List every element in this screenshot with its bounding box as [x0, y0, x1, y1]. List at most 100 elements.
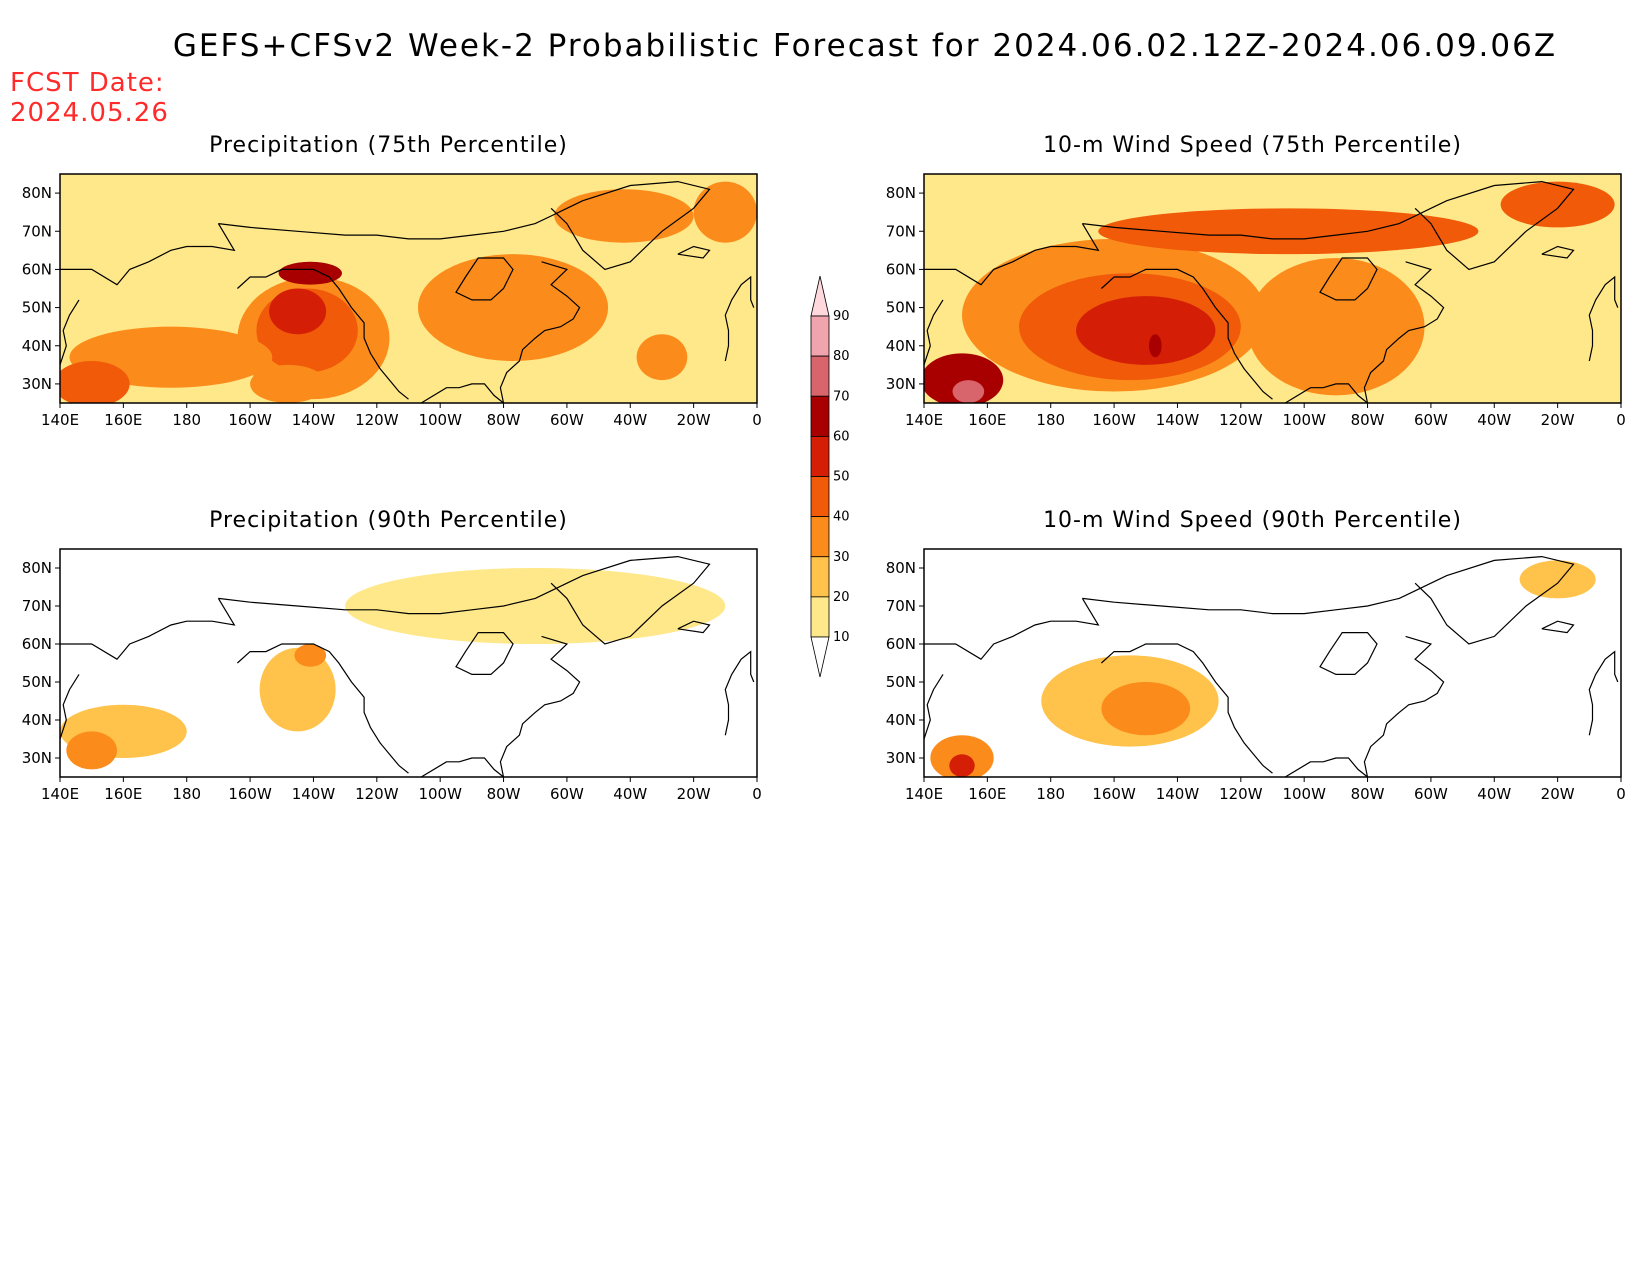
probability-region	[1500, 181, 1615, 228]
probability-region	[345, 568, 726, 644]
x-tick-label: 80W	[487, 785, 521, 803]
probability-region	[554, 189, 694, 243]
probability-region	[259, 647, 336, 732]
x-tick-label: 160E	[968, 411, 1006, 429]
colorbar-label: 90	[833, 309, 850, 324]
x-tick-label: 100W	[1282, 411, 1326, 429]
y-tick-label: 30N	[22, 375, 52, 393]
colorbar: 10 20 30 40 50 60 70 80 90	[810, 275, 850, 678]
coastline	[60, 674, 80, 740]
colorbar-label: 70	[833, 389, 850, 404]
coastline	[218, 180, 711, 271]
coastline	[1363, 635, 1445, 777]
probability-region	[1247, 257, 1425, 396]
colorbar-box	[810, 315, 830, 357]
panel-title: 10-m Wind Speed (90th Percentile)	[1043, 508, 1462, 533]
coastline	[420, 383, 504, 403]
y-tick-label: 30N	[886, 375, 916, 393]
coastline	[724, 650, 755, 736]
coastline	[924, 299, 944, 365]
colorbar-label: 40	[833, 510, 850, 525]
colorbar-box	[810, 435, 830, 477]
coastline	[924, 223, 1100, 286]
coastline	[1541, 245, 1575, 259]
x-tick-label: 120W	[355, 785, 399, 803]
x-tick-label: 20W	[677, 411, 711, 429]
coastline	[1319, 257, 1378, 301]
coastline	[236, 268, 409, 400]
coastline	[724, 275, 755, 362]
coastline	[1588, 650, 1619, 736]
y-tick-label: 40N	[22, 337, 52, 355]
map-frame	[59, 548, 758, 778]
x-tick-label: 140E	[905, 785, 943, 803]
probability-region	[952, 380, 985, 403]
forecast-date-value: 2024.05.26	[10, 98, 169, 128]
probability-region	[418, 254, 609, 362]
coastline	[1319, 632, 1378, 675]
colorbar-box	[810, 395, 830, 437]
y-tick-label: 60N	[22, 260, 52, 278]
probability-region	[1098, 208, 1479, 255]
probability-region	[693, 181, 757, 243]
y-tick-label: 40N	[22, 711, 52, 729]
x-tick-label: 60W	[550, 411, 584, 429]
x-tick-label: 120W	[1219, 785, 1263, 803]
x-tick-label: 120W	[1219, 411, 1263, 429]
x-tick-label: 60W	[550, 785, 584, 803]
probability-region	[1076, 296, 1216, 365]
coastline	[455, 632, 514, 675]
panel-title: Precipitation (90th Percentile)	[209, 508, 568, 533]
x-tick-label: 80W	[1351, 411, 1385, 429]
coastline	[1082, 180, 1575, 271]
y-tick-label: 60N	[886, 260, 916, 278]
map-frame	[923, 548, 1622, 778]
x-tick-label: 0	[752, 785, 762, 803]
colorbar-box	[810, 476, 830, 518]
colorbar-box	[810, 355, 830, 397]
probability-region	[60, 361, 130, 403]
probability-region	[1148, 334, 1162, 358]
x-tick-label: 160E	[104, 411, 142, 429]
coastline	[677, 245, 711, 259]
coastline	[218, 555, 711, 645]
x-tick-label: 140W	[292, 785, 336, 803]
coastline	[455, 257, 514, 301]
coastline	[1284, 383, 1368, 403]
coastline	[420, 757, 504, 777]
panel-title: Precipitation (75th Percentile)	[209, 133, 568, 158]
x-tick-label: 180	[1036, 411, 1065, 429]
coastline	[1588, 275, 1619, 362]
coastline	[924, 598, 1100, 660]
probability-region	[278, 261, 342, 285]
colorbar-label: 10	[833, 630, 850, 645]
x-tick-label: 140E	[905, 411, 943, 429]
probability-region	[949, 754, 975, 777]
x-tick-label: 100W	[418, 411, 462, 429]
y-tick-label: 50N	[22, 673, 52, 691]
colorbar-label: 80	[833, 349, 850, 364]
panel-title: 10-m Wind Speed (75th Percentile)	[1043, 133, 1462, 158]
coastline	[499, 635, 581, 777]
colorbar-box	[810, 516, 830, 558]
coastline	[60, 299, 80, 365]
y-tick-label: 60N	[22, 635, 52, 653]
x-tick-label: 80W	[487, 411, 521, 429]
y-tick-label: 60N	[886, 635, 916, 653]
coastline	[499, 261, 581, 403]
x-tick-label: 140E	[41, 411, 79, 429]
coastline	[924, 674, 944, 740]
colorbar-label: 50	[833, 470, 850, 485]
colorbar-under-arrow	[810, 636, 830, 678]
colorbar-label: 60	[833, 429, 850, 444]
colorbar-label: 30	[833, 550, 850, 565]
colorbar-box	[810, 596, 830, 638]
coastline	[60, 598, 236, 660]
x-tick-label: 100W	[1282, 785, 1326, 803]
y-tick-label: 80N	[22, 559, 52, 577]
x-tick-label: 20W	[1541, 411, 1575, 429]
y-tick-label: 50N	[886, 673, 916, 691]
y-tick-label: 80N	[22, 184, 52, 202]
map-panel-4: 10-m Wind Speed (90th Percentile) 140E 160…	[886, 508, 1626, 803]
